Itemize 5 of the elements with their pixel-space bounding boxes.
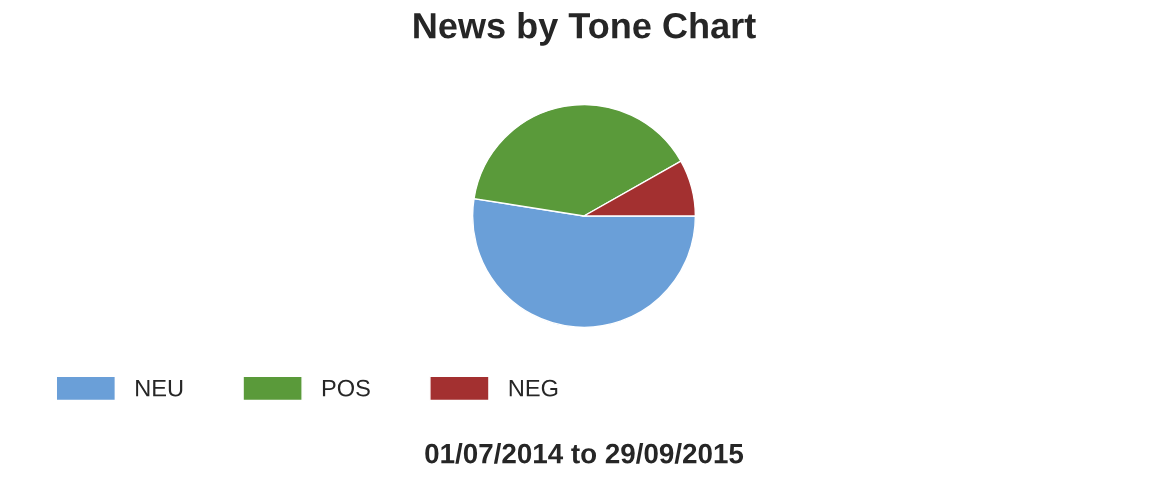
text: 01/07/2014 to 29/09/2015: [425, 443, 744, 464]
chart-title: News by Tone Chart: [414, 11, 756, 46]
legend-label: NEG: [509, 379, 558, 397]
legend-label: NEU: [136, 380, 183, 397]
legend-label: POS: [322, 379, 370, 397]
